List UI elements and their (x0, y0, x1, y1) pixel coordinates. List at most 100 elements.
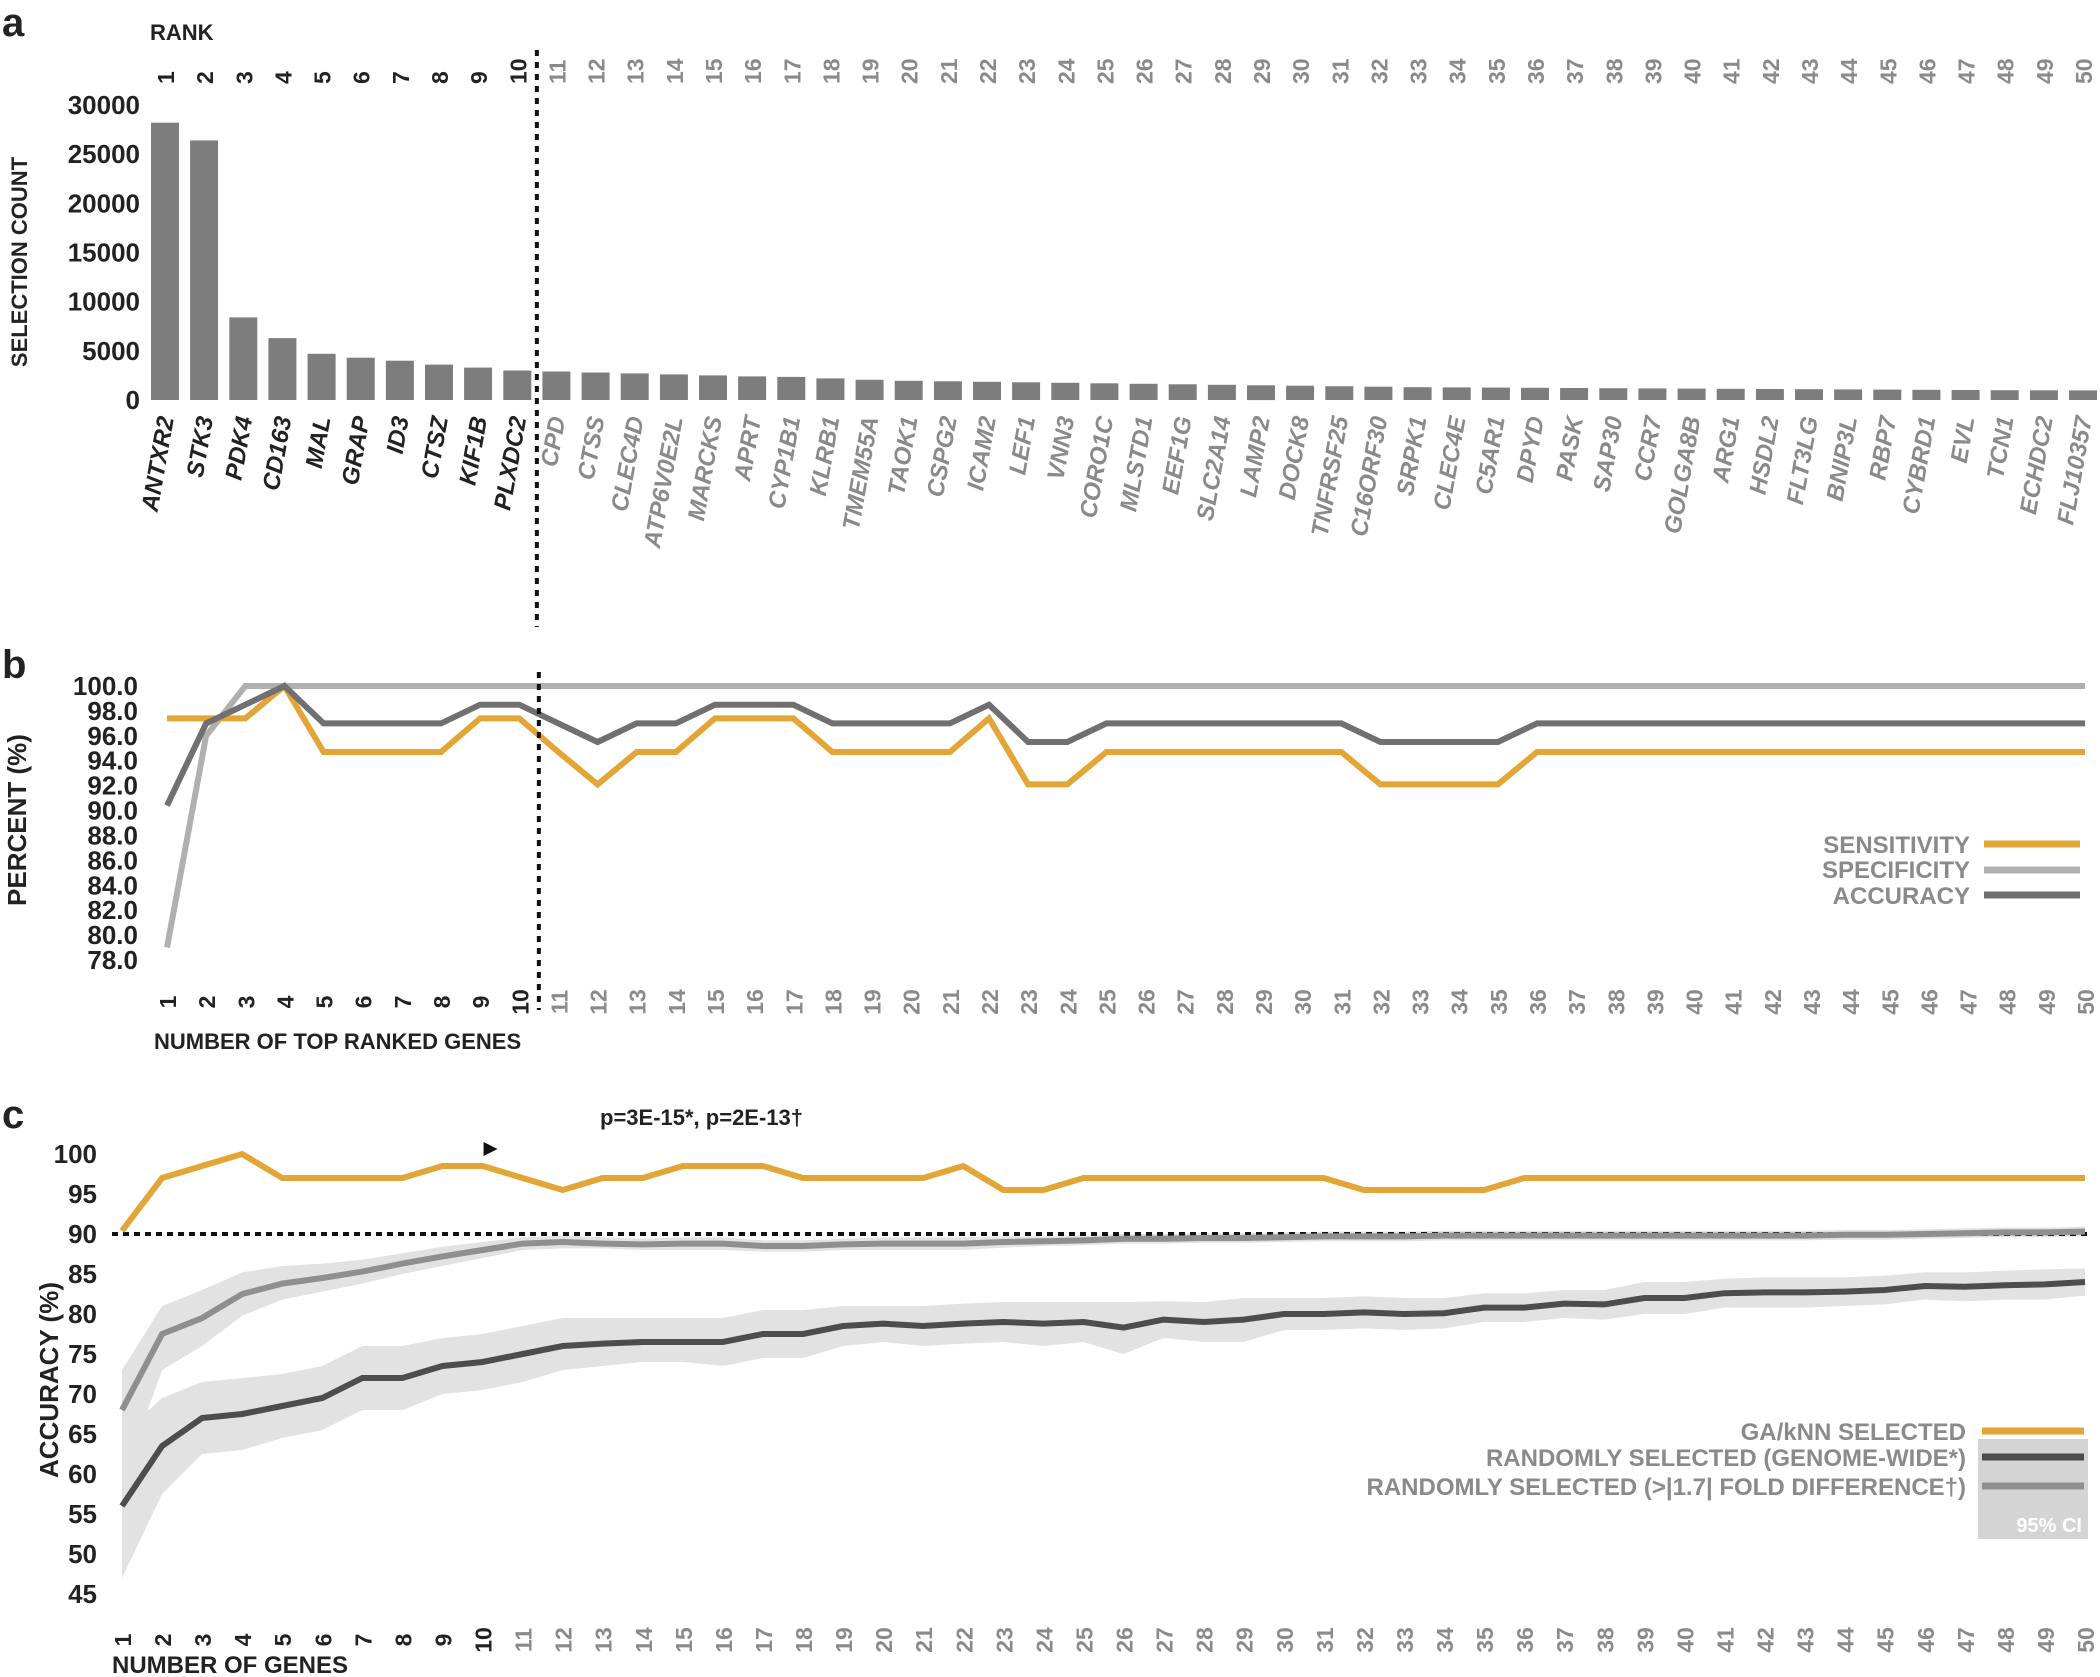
x-tick-label: 32 (1368, 989, 1394, 1015)
bar (151, 122, 179, 400)
gene-label: CTSZ (416, 413, 454, 481)
y-tick-label: 65 (68, 1419, 97, 1449)
rank-tick-label: 50 (2071, 58, 2097, 84)
rank-tick-label: 27 (1171, 58, 1197, 84)
bar (1912, 389, 1941, 400)
rank-tick-label: 13 (623, 58, 649, 84)
gene-label: ICAM2 (962, 414, 1002, 493)
x-tick-label: 25 (1071, 1627, 1097, 1653)
panel-c-annotation: p=3E-15*, p=2E-13† (600, 1105, 803, 1130)
x-tick-label: 49 (2034, 989, 2060, 1015)
gene-label: FLJ10357 (2052, 413, 2098, 527)
x-tick-label: 15 (703, 989, 729, 1015)
x-tick-label: 34 (1447, 989, 1473, 1015)
panel-b-legend: SENSITIVITY SPECIFICITY ACCURACY (1822, 832, 2080, 910)
rank-tick-label: 39 (1640, 58, 1666, 84)
x-tick-label: 9 (468, 996, 494, 1009)
rank-tick-label: 24 (1053, 58, 1079, 84)
series-line-sensitivity (167, 681, 2085, 789)
x-tick-label: 18 (820, 989, 846, 1015)
panel-a-letter: a (2, 1, 25, 45)
panel-b-letter: b (2, 643, 26, 687)
rank-tick-label: 37 (1562, 58, 1588, 84)
y-tick-label: 94.0 (87, 746, 138, 776)
y-tick-label: 92.0 (87, 771, 138, 801)
bar (1286, 385, 1315, 400)
x-tick-label: 13 (625, 989, 651, 1015)
gene-label: TAOK1 (883, 414, 923, 497)
gene-label: BNIP3L (1822, 414, 1863, 503)
x-tick-label: 42 (1760, 989, 1786, 1015)
rank-tick-label: 4 (270, 71, 296, 84)
x-tick-label: 24 (1055, 989, 1081, 1015)
rank-tick-label: 48 (1993, 58, 2019, 84)
y-tick-label: 20000 (68, 188, 140, 218)
rank-tick-label: 47 (1954, 58, 1980, 84)
bar (190, 140, 219, 400)
x-tick-label: 29 (1251, 989, 1277, 1015)
x-tick-label: 31 (1329, 989, 1355, 1015)
rank-tick-label: 32 (1366, 58, 1392, 84)
gene-label: ECHDC2 (2015, 414, 2059, 517)
x-tick-label: 6 (310, 1634, 336, 1647)
bar (1325, 386, 1354, 400)
x-tick-label: 3 (233, 996, 259, 1009)
x-tick-label: 36 (1512, 1627, 1538, 1653)
x-tick-label: 20 (899, 989, 925, 1015)
gene-label: C16ORF30 (1346, 414, 1394, 539)
x-tick-label: 12 (551, 1627, 577, 1653)
gene-label: PLXDC2 (489, 414, 532, 513)
bar (1481, 387, 1510, 400)
x-tick-label: 4 (230, 1633, 256, 1646)
x-tick-label: 19 (860, 989, 886, 1015)
legend-random-genome-label: RANDOMLY SELECTED (GENOME-WIDE*) (1486, 1445, 1966, 1472)
x-tick-label: 8 (429, 995, 455, 1008)
x-tick-label: 40 (1672, 1627, 1698, 1653)
x-tick-label: 39 (1632, 1627, 1658, 1653)
gene-label: CYBRD1 (1898, 414, 1942, 516)
panel-b-line-chart: 78.080.082.084.086.088.090.092.094.096.0… (73, 671, 2099, 1015)
x-tick-label: 38 (1603, 989, 1629, 1015)
legend-accuracy-label: ACCURACY (1833, 883, 1970, 910)
gene-label: RBP7 (1864, 413, 1902, 482)
bar (933, 381, 962, 400)
bar (659, 374, 688, 400)
bar (1834, 389, 1863, 400)
x-tick-label: 44 (1833, 1627, 1859, 1653)
x-tick-label: 13 (591, 1627, 617, 1653)
y-tick-label: 10000 (68, 287, 140, 317)
gene-label: PDK4 (220, 414, 258, 482)
x-tick-label: 25 (1094, 989, 1120, 1015)
x-tick-label: 27 (1152, 1627, 1178, 1653)
rank-tick-label: 33 (1406, 58, 1432, 84)
bar (1638, 388, 1667, 400)
x-tick-label: 41 (1712, 1627, 1738, 1653)
rank-tick-label: 44 (1836, 58, 1862, 84)
rank-tick-label: 43 (1797, 58, 1823, 84)
rank-tick-label: 3 (231, 71, 257, 84)
bar (855, 379, 884, 400)
x-tick-label: 49 (2033, 1627, 2059, 1653)
x-tick-label: 39 (1642, 989, 1668, 1015)
bar (1677, 388, 1706, 400)
gene-label: MARCKS (683, 414, 728, 522)
y-tick-label: 90.0 (87, 796, 138, 826)
x-tick-label: 1 (110, 1633, 136, 1646)
rank-tick-label: 12 (584, 58, 610, 84)
gene-label: FLT3LG (1782, 414, 1824, 506)
bar (1012, 382, 1041, 400)
y-tick-label: 88.0 (87, 820, 138, 850)
bar (1521, 387, 1549, 400)
rank-tick-label: 14 (662, 58, 688, 84)
bar (1247, 385, 1275, 401)
gene-label: DOCK8 (1274, 414, 1315, 502)
gene-label: CYP1B1 (763, 414, 806, 511)
panel-c-x-axis-label: NUMBER OF GENES (112, 1652, 348, 1677)
gene-label: SAP30 (1588, 414, 1628, 494)
gene-label: ANTXR2 (136, 414, 180, 515)
series-line (119, 1228, 2086, 1412)
rank-tick-label: 22 (975, 58, 1001, 84)
x-tick-label: 28 (1192, 1627, 1218, 1653)
rank-tick-label: 28 (1210, 58, 1236, 84)
rank-tick-label: 30 (1288, 58, 1314, 84)
